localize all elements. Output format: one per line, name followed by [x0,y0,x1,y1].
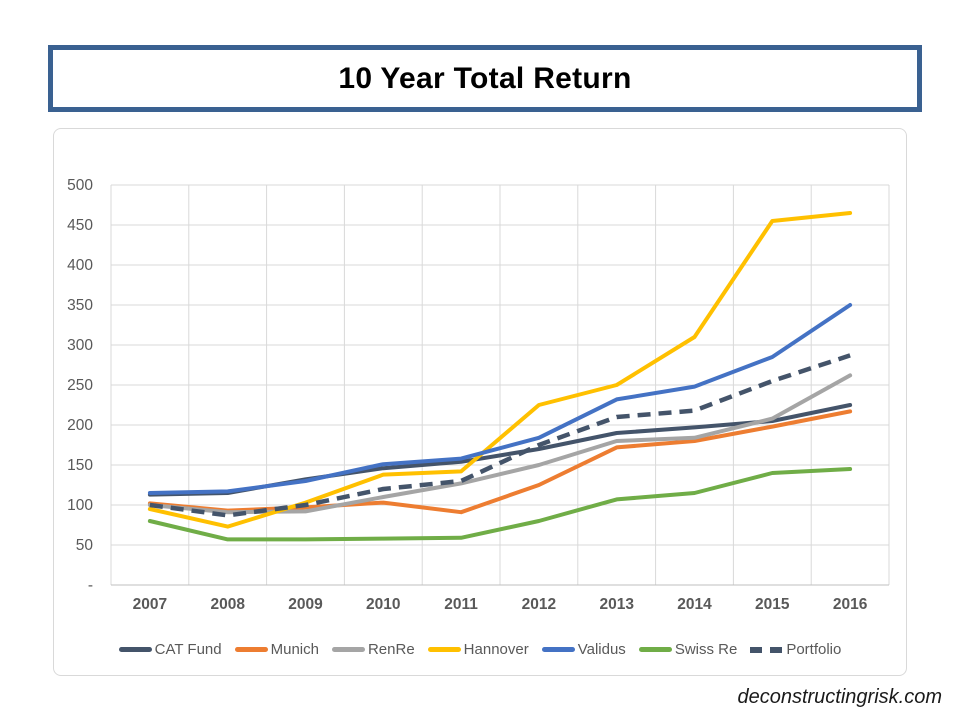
legend-label-munich: Munich [270,641,319,658]
y-axis-tick-label: 150 [67,457,93,474]
legend-label-validus: Validus [577,641,626,658]
y-axis-tick-label: - [88,577,93,594]
y-axis-tick-label: 250 [67,377,93,394]
legend-label-renre: RenRe [367,641,415,658]
legend-swatch-hannover [427,647,461,652]
y-axis-tick-label: 50 [76,537,94,554]
x-axis-tick-label: 2012 [522,596,556,613]
legend: CAT Fund Munich RenRe Hannover Validus Swiss … [54,641,906,658]
total-return-chart: - 50 100 150 200 250 300 350 400 450 500 2007 2008 20… [67,177,890,613]
legend-item-munich: Munich [234,641,319,658]
x-axis-tick-label: 2011 [444,596,478,613]
series-line-portfolio [149,353,851,518]
legend-swatch-cat-fund [118,647,152,652]
legend-swatch-portfolio [750,646,784,653]
chart-panel: - 50 100 150 200 250 300 350 400 450 500 2007 2008 20… [53,128,907,676]
legend-swatch-validus [541,647,575,652]
legend-swatch-munich [234,647,268,652]
series-line-validus [147,303,853,495]
y-axis-tick-label: 450 [67,217,93,234]
y-axis-tick-label: 200 [67,417,93,434]
series-line-hannover [147,211,853,529]
x-axis-tick-label: 2016 [833,596,868,613]
x-axis-tick-label: 2009 [288,596,323,613]
series-line-swiss-re [147,467,853,542]
x-axis-tick-label: 2007 [133,596,167,613]
x-axis-tick-label: 2010 [366,596,400,613]
title-banner: 10 Year Total Return [48,45,922,112]
legend-label-swiss-re: Swiss Re [674,641,738,658]
y-axis-tick-label: 100 [67,497,93,514]
legend-label-portfolio: Portfolio [786,641,842,658]
legend-item-renre: RenRe [331,641,415,658]
y-axis-tick-label: 400 [67,257,93,274]
legend-item-validus: Validus [541,641,626,658]
x-axis-tick-label: 2008 [210,596,245,613]
legend-item-swiss-re: Swiss Re [638,641,738,658]
y-axis-tick-label: 350 [67,297,93,314]
legend-label-cat-fund: CAT Fund [154,641,222,658]
legend-item-hannover: Hannover [427,641,529,658]
watermark: deconstructingrisk.com [737,686,942,708]
legend-swatch-swiss-re [638,647,672,652]
y-axis-tick-label: 500 [67,177,93,194]
page-title: 10 Year Total Return [338,61,632,95]
x-axis-tick-label: 2015 [755,596,790,613]
legend-item-portfolio: Portfolio [750,641,841,658]
x-axis-tick-label: 2014 [677,596,712,613]
legend-swatch-renre [331,647,365,652]
y-axis-tick-label: 300 [67,337,93,354]
legend-label-hannover: Hannover [463,641,529,658]
x-axis-tick-label: 2013 [599,596,634,613]
legend-item-cat-fund: CAT Fund [118,641,222,658]
